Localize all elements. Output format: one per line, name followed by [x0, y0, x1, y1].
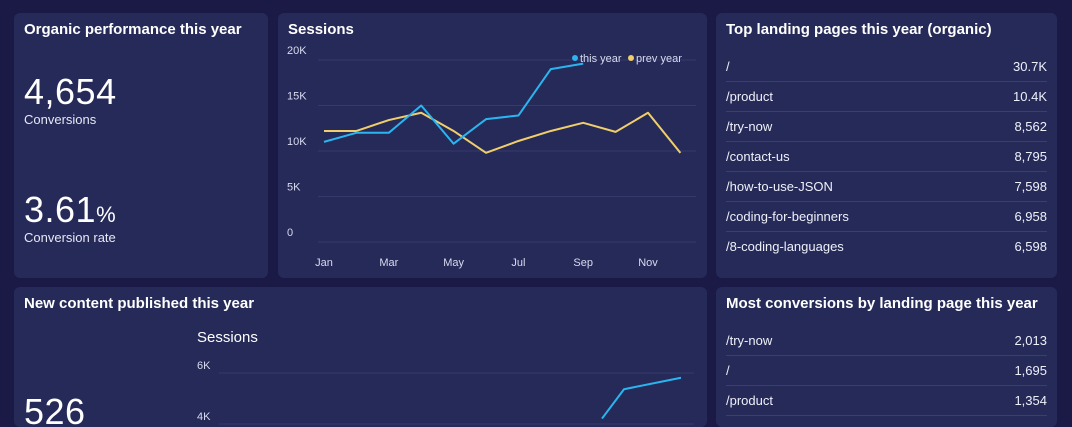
- landing-page-sessions: 7,598: [1014, 179, 1047, 194]
- y-tick-label: 4K: [197, 411, 211, 423]
- x-tick-label: Mar: [379, 257, 398, 269]
- table-row[interactable]: / 1,695: [726, 355, 1047, 386]
- organic-performance-card: Organic performance this year 4,654 Conv…: [14, 13, 268, 278]
- conversions-by-landing-page-title: Most conversions by landing page this ye…: [726, 295, 1038, 312]
- organic-performance-title: Organic performance this year: [24, 21, 242, 38]
- conversions-label: Conversions: [24, 112, 97, 127]
- table-row[interactable]: /product 1,354: [726, 385, 1047, 416]
- conversion-rate-unit: %: [96, 202, 117, 227]
- new-content-sessions-line: [601, 376, 682, 420]
- landing-page-sessions: 6,958: [1014, 209, 1047, 224]
- legend-dot-this-year: [572, 55, 578, 61]
- series-line-prev-year: [324, 111, 682, 154]
- top-landing-pages-card: Top landing pages this year (organic) / …: [716, 13, 1057, 278]
- new-content-sessions-chart: Sessions 6K 4K: [197, 329, 694, 425]
- x-tick-label: Nov: [638, 257, 658, 269]
- landing-page-path: /try-now: [726, 333, 773, 348]
- landing-page-path: /coding-for-beginners: [726, 209, 849, 224]
- landing-page-path: /product: [726, 89, 773, 104]
- conversion-rate-value: 3.61%: [24, 189, 116, 231]
- y-tick-label: 0: [287, 227, 293, 239]
- x-tick-label: Jan: [315, 257, 333, 269]
- landing-page-conversions: 2,013: [1014, 333, 1047, 348]
- y-tick-label: 5K: [287, 182, 301, 194]
- new-content-card: New content published this year 526 Sess…: [14, 287, 707, 427]
- landing-page-sessions: 30.7K: [1013, 59, 1047, 74]
- series-line-this-year: [323, 62, 584, 145]
- landing-page-sessions: 8,562: [1014, 119, 1047, 134]
- table-row[interactable]: /8-coding-languages 6,598: [726, 231, 1047, 261]
- table-row[interactable]: /contact-us 8,795: [726, 141, 1047, 172]
- y-tick-label: 10K: [287, 136, 307, 148]
- y-tick-label: 20K: [287, 45, 307, 57]
- landing-page-path: /: [726, 363, 730, 378]
- sessions-chart-card: Sessions 20K 15K 10K 5K 0 Jan Mar May Jul Sep Nov…: [278, 13, 707, 278]
- conversions-value: 4,654: [24, 71, 117, 112]
- top-landing-pages-title: Top landing pages this year (organic): [726, 21, 992, 38]
- y-tick-label: 15K: [287, 91, 307, 103]
- new-content-title: New content published this year: [24, 295, 255, 312]
- table-row[interactable]: /product 10.4K: [726, 81, 1047, 112]
- landing-page-conversions: 1,695: [1014, 363, 1047, 378]
- landing-page-path: /8-coding-languages: [726, 239, 844, 254]
- landing-page-conversions: 1,354: [1014, 393, 1047, 408]
- landing-page-sessions: 8,795: [1014, 149, 1047, 164]
- landing-page-path: /how-to-use-JSON: [726, 179, 833, 194]
- landing-page-path: /contact-us: [726, 149, 790, 164]
- conversion-rate-label: Conversion rate: [24, 230, 116, 245]
- sessions-line-chart: 20K 15K 10K 5K 0 Jan Mar May Jul Sep Nov this yea…: [287, 45, 696, 269]
- table-row[interactable]: /how-to-use-JSON 7,598: [726, 171, 1047, 202]
- legend-label-prev-year: prev year: [636, 53, 682, 65]
- landing-page-path: /try-now: [726, 119, 773, 134]
- y-tick-label: 6K: [197, 360, 211, 372]
- landing-page-sessions: 6,598: [1014, 239, 1047, 254]
- landing-page-path: /: [726, 59, 730, 74]
- table-row[interactable]: / 30.7K: [726, 51, 1047, 82]
- legend-dot-prev-year: [628, 55, 634, 61]
- table-row[interactable]: /try-now 2,013: [726, 325, 1047, 356]
- table-row[interactable]: /try-now 8,562: [726, 111, 1047, 142]
- conversions-by-landing-page-card: Most conversions by landing page this ye…: [716, 287, 1057, 427]
- conversion-rate-number: 3.61: [24, 189, 97, 230]
- table-row[interactable]: /coding-for-beginners 6,958: [726, 201, 1047, 232]
- x-tick-label: Sep: [573, 257, 593, 269]
- legend-label-this-year: this year: [580, 53, 622, 65]
- landing-page-path: /product: [726, 393, 773, 408]
- new-content-chart-title: Sessions: [197, 329, 258, 346]
- x-tick-label: May: [443, 257, 464, 269]
- landing-page-sessions: 10.4K: [1013, 89, 1047, 104]
- x-tick-label: Jul: [511, 257, 525, 269]
- sessions-chart-title: Sessions: [288, 21, 354, 38]
